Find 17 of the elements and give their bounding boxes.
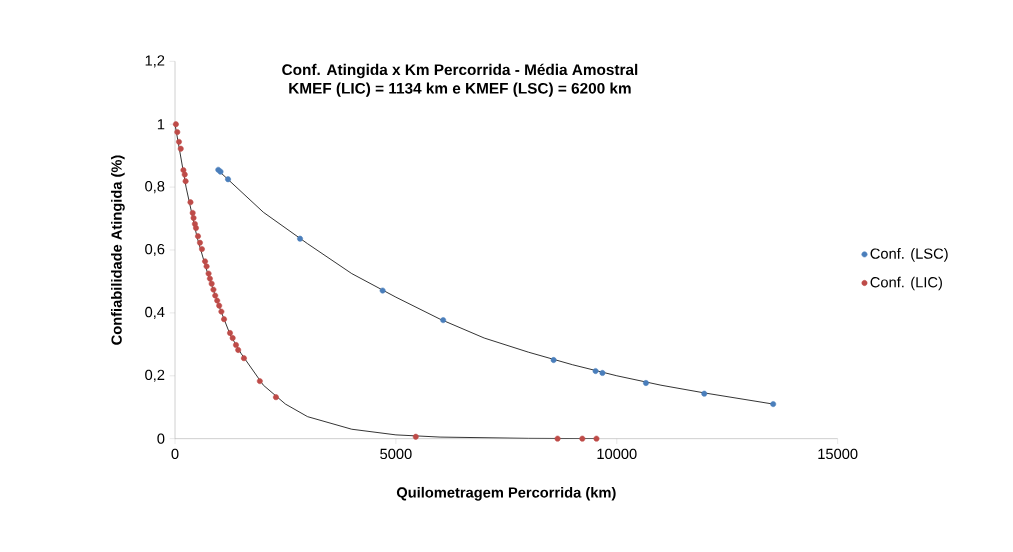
y-tick-label: 0,6 <box>145 243 165 257</box>
x-axis-title: Quilometragem Percorrida (km) <box>396 486 616 501</box>
y-tick-label: 0 <box>157 433 165 444</box>
x-tick-label: 5000 <box>380 448 412 460</box>
y-tick-label: 0,8 <box>145 181 165 194</box>
legend-label: Conf. (LIC) <box>870 276 942 291</box>
chart-title: Conf. Atingida x Km Percorrida - Média Amostral <box>282 63 638 79</box>
y-axis-title: Confiabilidade Atingida (%) <box>111 155 125 345</box>
text: KMEF (LIC) = 1134 km e KMEF (LSC) = 6200 km <box>289 82 631 97</box>
legend-label: Conf. (LSC) <box>870 248 948 262</box>
x-tick-label: 10000 <box>597 448 637 460</box>
y-tick-label: 1 <box>157 119 165 130</box>
y-tick-label: 0,4 <box>145 306 165 319</box>
x-tick-label: 15000 <box>818 448 858 460</box>
y-tick-label: 1,2 <box>145 55 165 68</box>
x-tick-label: 0 <box>171 448 179 460</box>
y-tick-label: 0,2 <box>145 369 165 382</box>
